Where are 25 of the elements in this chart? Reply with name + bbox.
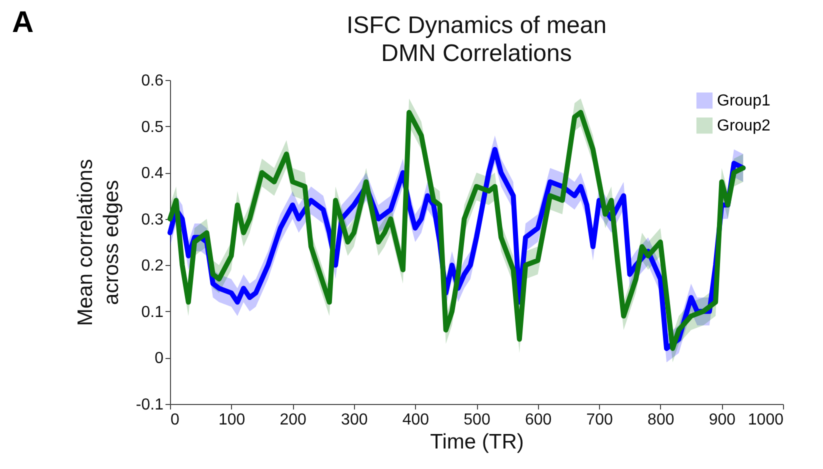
text: A xyxy=(12,6,34,40)
x-tick-label: 500 xyxy=(464,412,490,428)
y-tick-label: 0.4 xyxy=(141,165,164,182)
x-tick-label: 600 xyxy=(524,412,552,428)
x-tick-label: 300 xyxy=(341,412,368,428)
y-tick-label: -0.1 xyxy=(136,396,164,414)
y-tick-label: 0.5 xyxy=(141,118,164,136)
x-axis-title: Time (TR) xyxy=(430,430,524,454)
y-tick-label: 0.3 xyxy=(141,211,164,228)
x-tick-label: 900 xyxy=(708,412,736,428)
x-tick-label: 0 xyxy=(170,412,180,428)
y-axis-title: Mean correlations across edges xyxy=(74,159,123,326)
chart-title: ISFC Dynamics of mean DMN Correlations xyxy=(346,12,607,67)
legend-label: Group1 xyxy=(717,92,770,110)
x-tick-label: 800 xyxy=(648,412,674,428)
y-tick-label: 0.2 xyxy=(141,258,164,275)
x-tick-label: 200 xyxy=(280,412,307,428)
y-tick-label: 0.6 xyxy=(141,72,164,90)
x-tick-label: 1000 xyxy=(748,412,784,428)
x-tick-label: 100 xyxy=(218,412,246,428)
y-tick-label: 0.1 xyxy=(141,304,164,321)
x-tick-label: 700 xyxy=(586,412,614,428)
y-tick-label: 0 xyxy=(154,350,164,368)
x-tick-label: 400 xyxy=(402,412,430,428)
legend-label: Group2 xyxy=(717,118,770,134)
